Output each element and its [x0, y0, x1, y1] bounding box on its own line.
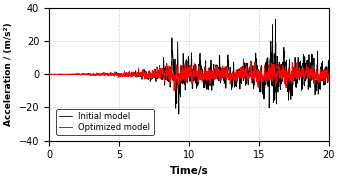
- Line: Optimized model: Optimized model: [49, 59, 328, 91]
- Optimized model: [267, 70, 272, 72]
- Line: Initial model: Initial model: [49, 19, 328, 114]
- Optimized model: [172, 90, 176, 92]
- Initial model: [177, 113, 181, 115]
- Initial model: [183, 71, 187, 73]
- Optimized model: [183, 62, 187, 65]
- Initial model: [61, 73, 65, 75]
- Optimized model: [319, 73, 323, 75]
- Initial model: [176, 51, 180, 53]
- Initial model: [274, 18, 278, 20]
- Optimized model: [176, 78, 180, 80]
- Initial model: [47, 73, 51, 75]
- Optimized model: [241, 58, 245, 60]
- Optimized model: [61, 73, 65, 76]
- Initial model: [319, 69, 323, 71]
- Initial model: [319, 78, 323, 80]
- Optimized model: [326, 73, 331, 75]
- Initial model: [267, 101, 271, 103]
- Legend: Initial model, Optimized model: Initial model, Optimized model: [56, 109, 154, 135]
- X-axis label: Time/s: Time/s: [170, 166, 208, 176]
- Initial model: [326, 66, 331, 68]
- Y-axis label: Acceleration / (m/s²): Acceleration / (m/s²): [4, 22, 13, 126]
- Optimized model: [319, 69, 323, 71]
- Optimized model: [47, 73, 51, 75]
